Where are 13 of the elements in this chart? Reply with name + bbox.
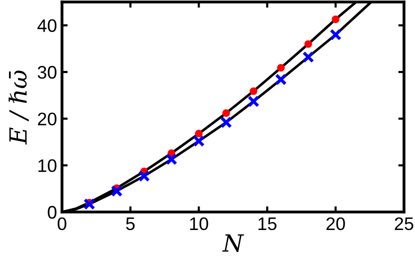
x-tick-label: 5 — [126, 218, 135, 230]
x-tick-label: 20 — [326, 217, 345, 230]
y-tick-label: 20 — [38, 112, 56, 126]
x-tick-label: 10 — [190, 217, 208, 230]
x-tick-label: 15 — [258, 218, 276, 230]
y-tick-label: 30 — [38, 66, 56, 79]
x-axis-title: N — [222, 234, 244, 252]
x-tick-label: 25 — [394, 217, 414, 230]
y-tick-label: 0 — [48, 206, 56, 219]
y-axis-title: E / ℏω̄ — [8, 70, 29, 145]
y-tick-label: 10 — [38, 159, 56, 172]
x-tick-label: 0 — [58, 217, 66, 230]
y-tick-label: 40 — [37, 19, 56, 32]
